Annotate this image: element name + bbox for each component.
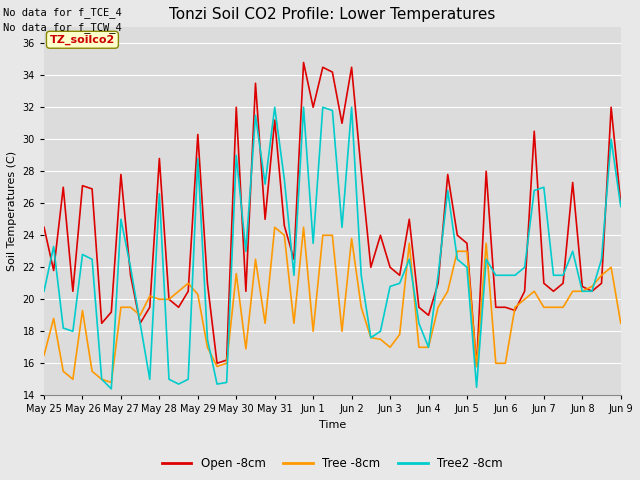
Title: Tonzi Soil CO2 Profile: Lower Temperatures: Tonzi Soil CO2 Profile: Lower Temperatur… [169,7,495,22]
Text: No data for f_TCW_4: No data for f_TCW_4 [3,22,122,33]
Y-axis label: Soil Temperatures (C): Soil Temperatures (C) [7,151,17,271]
Text: No data for f_TCE_4: No data for f_TCE_4 [3,7,122,18]
X-axis label: Time: Time [319,420,346,430]
Legend: Open -8cm, Tree -8cm, Tree2 -8cm: Open -8cm, Tree -8cm, Tree2 -8cm [157,453,508,475]
Text: TZ_soilco2: TZ_soilco2 [50,35,115,45]
